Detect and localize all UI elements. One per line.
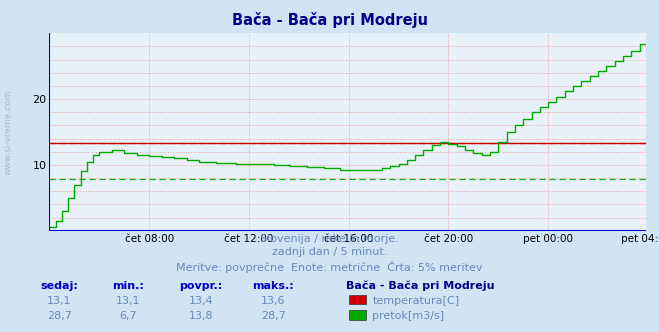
- Text: Bača - Bača pri Modreju: Bača - Bača pri Modreju: [231, 12, 428, 28]
- Text: 13,1: 13,1: [116, 296, 141, 306]
- Text: sedaj:: sedaj:: [40, 281, 78, 290]
- Text: 13,1: 13,1: [47, 296, 72, 306]
- Text: www.si-vreme.com: www.si-vreme.com: [3, 90, 13, 176]
- Text: Meritve: povprečne  Enote: metrične  Črta: 5% meritev: Meritve: povprečne Enote: metrične Črta:…: [176, 261, 483, 273]
- Text: maks.:: maks.:: [252, 281, 295, 290]
- Text: 6,7: 6,7: [120, 311, 137, 321]
- Text: 13,6: 13,6: [261, 296, 286, 306]
- Text: min.:: min.:: [113, 281, 144, 290]
- Text: pretok[m3/s]: pretok[m3/s]: [372, 311, 444, 321]
- Text: 28,7: 28,7: [261, 311, 286, 321]
- Text: temperatura[C]: temperatura[C]: [372, 296, 459, 306]
- Text: Slovenija / reke in morje.: Slovenija / reke in morje.: [260, 234, 399, 244]
- Text: 13,8: 13,8: [188, 311, 214, 321]
- Text: zadnji dan / 5 minut.: zadnji dan / 5 minut.: [272, 247, 387, 257]
- Text: 13,4: 13,4: [188, 296, 214, 306]
- Text: Bača - Bača pri Modreju: Bača - Bača pri Modreju: [346, 281, 494, 291]
- Text: 28,7: 28,7: [47, 311, 72, 321]
- Text: povpr.:: povpr.:: [179, 281, 223, 290]
